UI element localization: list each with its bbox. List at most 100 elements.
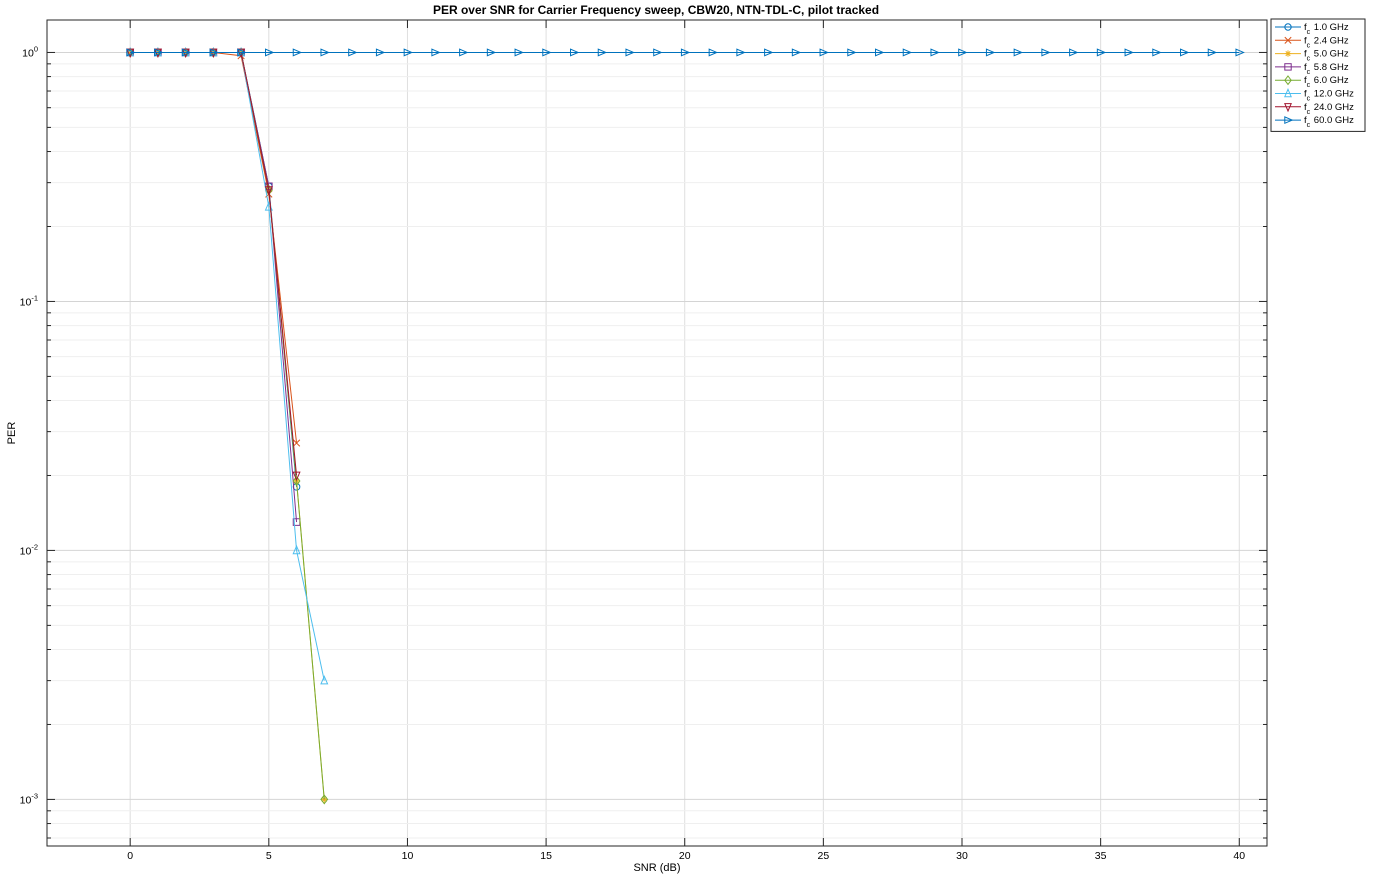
series-line [130, 51, 298, 487]
series-5-0-ghz [126, 49, 328, 803]
triangle-up-marker [1284, 88, 1292, 98]
triangle-right-marker [237, 48, 247, 57]
y-axis-label: PER [6, 422, 18, 445]
plot-frame [46, 19, 1268, 847]
legend-label: fc 5.0 GHz [1304, 49, 1349, 63]
triangle-right-marker [985, 48, 996, 57]
triangle-right-marker [292, 48, 303, 57]
triangle-right-marker [431, 48, 441, 57]
x-tick-label: 10 [402, 850, 414, 862]
triangle-right-marker [1235, 48, 1245, 57]
triangle-right-marker [1207, 48, 1218, 57]
triangle-down-marker [292, 471, 301, 482]
x-tick-label: 30 [956, 850, 968, 862]
x-marker [1284, 36, 1292, 44]
series-line [130, 51, 325, 800]
triangle-up-marker [320, 675, 329, 685]
triangle-right-marker [486, 48, 497, 57]
triangle-right-marker [875, 48, 885, 57]
triangle-right-marker [958, 48, 968, 57]
triangle-right-marker [708, 48, 719, 57]
triangle-right-marker [680, 48, 691, 57]
triangle-right-marker [459, 48, 469, 57]
x-tick-label: 35 [1095, 850, 1107, 862]
y-tick-label: 100 [22, 44, 38, 59]
triangle-down-marker [181, 48, 190, 59]
x-tick-label: 20 [679, 850, 691, 862]
legend-entry[interactable]: fc 5.8 GHz [1275, 62, 1349, 76]
triangle-down-marker [126, 48, 135, 59]
triangle-right-marker [1096, 48, 1107, 57]
triangle-down-marker [264, 186, 273, 196]
triangle-right-marker [653, 48, 663, 57]
legend-label: fc 24.0 GHz [1304, 102, 1354, 116]
triangle-right-marker [1013, 48, 1024, 57]
legend-entry[interactable]: fc 5.0 GHz [1275, 49, 1349, 63]
triangle-right-marker [265, 48, 275, 57]
triangle-right-marker [375, 48, 386, 57]
legend-entry[interactable]: fc 12.0 GHz [1275, 88, 1354, 103]
triangle-right-marker [625, 48, 635, 57]
legend-label: fc 5.8 GHz [1304, 62, 1349, 76]
series-line [130, 51, 325, 800]
legend-entry[interactable]: fc 2.4 GHz [1275, 35, 1349, 49]
triangle-right-marker [1124, 48, 1134, 57]
asterisk-marker [1284, 50, 1292, 57]
triangle-right-marker [126, 48, 136, 57]
triangle-right-marker [902, 48, 913, 57]
series-5-8-ghz [126, 48, 301, 526]
axis-ticks: 0 5 10 15 20 25 30 35 40 100 10-1 10-2 10-3 [20, 20, 1267, 862]
triangle-right-marker [1069, 48, 1079, 57]
legend-entry[interactable]: fc 6.0 GHz [1275, 75, 1349, 89]
x-marker [292, 439, 301, 447]
series-60-0-ghz [126, 48, 1245, 57]
y-tick-label: 10-3 [20, 791, 38, 806]
legend-label: fc 6.0 GHz [1304, 75, 1349, 89]
legend-label: fc 12.0 GHz [1304, 89, 1354, 103]
triangle-right-marker [1152, 48, 1162, 57]
triangle-right-marker [348, 48, 358, 57]
triangle-right-marker [181, 48, 192, 57]
legend-label: fc 1.0 GHz [1304, 22, 1349, 36]
triangle-down-marker [153, 48, 162, 59]
series-6-0-ghz [126, 47, 329, 805]
series-line [130, 51, 325, 681]
y-tick-label: 10-2 [20, 542, 38, 557]
legend-entry[interactable]: fc 24.0 GHz [1275, 102, 1354, 116]
triangle-right-marker [570, 48, 580, 57]
square-marker [1284, 63, 1292, 71]
series-line [130, 51, 298, 476]
series-line [130, 51, 298, 523]
triangle-down-marker [1284, 103, 1292, 113]
x-axis-label: SNR (dB) [633, 862, 680, 874]
x-tick-label: 5 [266, 850, 272, 862]
triangle-right-marker [154, 48, 164, 57]
triangle-right-marker [320, 48, 330, 57]
triangle-right-marker [791, 48, 802, 57]
triangle-right-marker [542, 48, 552, 57]
triangle-right-marker [597, 48, 608, 57]
triangle-right-marker [736, 48, 746, 57]
triangle-right-marker [514, 48, 524, 57]
triangle-right-marker [1180, 48, 1190, 57]
legend-entry[interactable]: fc 60.0 GHz [1275, 115, 1354, 129]
triangle-right-marker [1041, 48, 1051, 57]
triangle-right-marker [764, 48, 774, 57]
triangle-right-marker [209, 48, 219, 57]
legend-entry[interactable]: fc 1.0 GHz [1275, 22, 1349, 36]
x-tick-label: 0 [127, 850, 133, 862]
legend-label: fc 60.0 GHz [1304, 115, 1354, 129]
triangle-right-marker [847, 48, 857, 57]
x-tick-label: 40 [1233, 850, 1245, 862]
series-line [130, 51, 298, 444]
triangle-down-marker [209, 48, 218, 59]
circle-marker [1284, 23, 1292, 31]
triangle-right-marker [930, 48, 940, 57]
x-tick-label: 25 [818, 850, 830, 862]
triangle-up-marker [292, 544, 301, 555]
triangle-right-marker [403, 48, 414, 57]
diamond-marker [320, 794, 329, 805]
triangle-down-marker [237, 48, 246, 59]
